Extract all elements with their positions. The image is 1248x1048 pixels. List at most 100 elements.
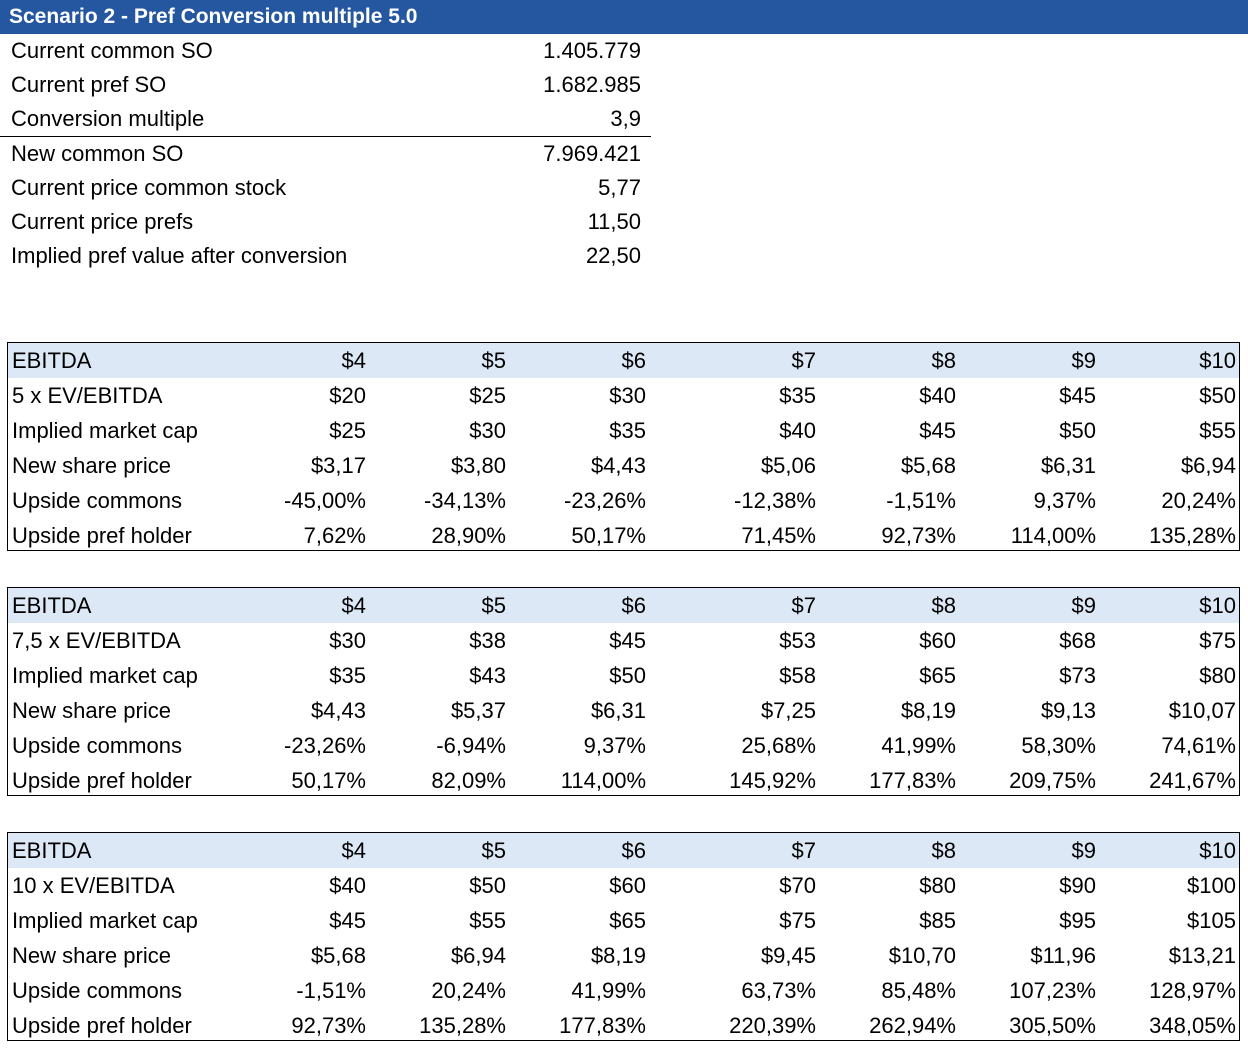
table-row[interactable]: 10 x EV/EBITDA $40 $50 $60 $70 $80 $90 $100 [8,868,1239,903]
table-cell: $6 [621,348,646,373]
table-cell: $53 [779,628,816,653]
row-label: 10 x EV/EBITDA [12,873,175,898]
summary-label: Current price prefs [11,209,194,234]
summary-row[interactable]: Conversion multiple 3,9 [0,102,651,137]
table-cell: 128,97% [1149,978,1236,1003]
table-cell: $7 [791,348,816,373]
row-label: Upside commons [12,978,182,1003]
table-cell: 9,37% [1033,488,1096,513]
table-cell: 63,73% [741,978,816,1003]
table-row[interactable]: Implied market cap $25 $30 $35 $40 $45 $50 $55 [8,413,1239,448]
table-cell: $50 [1199,383,1236,408]
summary-value: 5,77 [598,175,641,200]
table-cell: $40 [779,418,816,443]
table-cell: 71,45% [741,523,816,548]
table-cell: 20,24% [1161,488,1236,513]
table-header-row[interactable]: EBITDA $4 $5 $6 $7 $8 $9 $10 [8,588,1239,623]
summary-row[interactable]: Current pref SO 1.682.985 [0,68,651,102]
table-row[interactable]: 5 x EV/EBITDA $20 $25 $30 $35 $40 $45 $50 [8,378,1239,413]
table-row[interactable]: Upside pref holder 92,73% 135,28% 177,83% 22… [8,1008,1239,1043]
table-cell: $8 [931,593,956,618]
table-cell: 9,37% [583,733,646,758]
summary-row[interactable]: New common SO 7.969.421 [0,137,651,171]
table-cell: $8,19 [590,943,646,968]
table-row[interactable]: Upside pref holder 7,62% 28,90% 50,17% 71,45… [8,518,1239,553]
table-cell: $100 [1187,873,1236,898]
table-header-row[interactable]: EBITDA $4 $5 $6 $7 $8 $9 $10 [8,343,1239,378]
table-cell: $8 [931,348,956,373]
table-cell: -1,51% [886,488,956,513]
table-cell: $4 [341,348,366,373]
table-cell: $11,96 [1030,943,1096,968]
table-cell: $13,21 [1168,943,1236,968]
table-cell: $6 [621,838,646,863]
table-cell: $68 [1059,628,1096,653]
summary-label: Current price common stock [11,175,287,200]
table-cell: $50 [469,873,506,898]
table-cell: 82,09% [431,768,506,793]
table-row[interactable]: Upside commons -1,51% 20,24% 41,99% 63,73% 85… [8,973,1239,1008]
table-cell: $5,68 [900,453,956,478]
row-label: Upside pref holder [12,523,192,548]
table-cell: 7,62% [303,523,366,548]
table-header-row[interactable]: EBITDA $4 $5 $6 $7 $8 $9 $10 [8,833,1239,868]
table-row[interactable]: 7,5 x EV/EBITDA $30 $38 $45 $53 $60 $68 $75 [8,623,1239,658]
table-row[interactable]: Upside pref holder 50,17% 82,09% 114,00% 145… [8,763,1239,798]
summary-label: Implied pref value after conversion [11,243,348,268]
table-cell: 25,68% [741,733,816,758]
table-cell: 85,48% [881,978,956,1003]
summary-row[interactable]: Implied pref value after conversion 22,5… [0,239,651,273]
table-cell: $95 [1059,908,1096,933]
summary-value: 1.405.779 [543,38,641,63]
table-cell: $10,07 [1168,698,1236,723]
table-cell: $45 [609,628,646,653]
table-cell: $4 [341,838,366,863]
summary-row[interactable]: Current common SO 1.405.779 [0,34,651,68]
scenario-table-3: EBITDA $4 $5 $6 $7 $8 $9 $10 10 x EV/EBITDA $40 $5… [7,832,1240,1041]
table-cell: $6 [621,593,646,618]
row-label: Implied market cap [12,663,198,688]
table-cell: 50,17% [571,523,646,548]
table-cell: $6,31 [590,698,646,723]
row-label: EBITDA [12,348,92,373]
table-row[interactable]: New share price $3,17 $3,80 $4,43 $5,06 $5,68… [8,448,1239,483]
summary-value: 3,9 [610,106,641,131]
table-row[interactable]: Upside commons -45,00% -34,13% -23,26% -12,3… [8,483,1239,518]
table-cell: 145,92% [729,768,816,793]
table-row[interactable]: New share price $5,68 $6,94 $8,19 $9,45 $10,7… [8,938,1239,973]
table-cell: $10 [1199,348,1236,373]
table-cell: -45,00% [284,488,366,513]
table-cell: $9,45 [760,943,816,968]
row-label: Upside pref holder [12,768,192,793]
table-row[interactable]: Implied market cap $45 $55 $65 $75 $85 $95 $105 [8,903,1239,938]
table-cell: $70 [779,873,816,898]
summary-row[interactable]: Current price common stock 5,77 [0,171,651,205]
table-cell: 92,73% [881,523,956,548]
table-cell: $38 [469,628,506,653]
summary-label: Current common SO [11,38,213,63]
table-cell: 114,00% [1010,523,1096,548]
table-cell: $5 [481,593,506,618]
table-cell: $45 [329,908,366,933]
table-cell: $9 [1071,348,1096,373]
table-cell: $9,13 [1040,698,1096,723]
summary-label: Current pref SO [11,72,167,97]
table-row[interactable]: Implied market cap $35 $43 $50 $58 $65 $73 $80 [8,658,1239,693]
sheet-title: Scenario 2 - Pref Conversion multiple 5.… [0,0,1248,34]
table-row[interactable]: New share price $4,43 $5,37 $6,31 $7,25 $8,19… [8,693,1239,728]
table-cell: 107,23% [1009,978,1096,1003]
table-cell: $40 [329,873,366,898]
table-cell: $9 [1071,838,1096,863]
table-cell: $8 [931,838,956,863]
table-cell: -6,94% [436,733,506,758]
table-cell: $60 [919,628,956,653]
summary-row[interactable]: Current price prefs 11,50 [0,205,651,239]
table-cell: $10 [1199,593,1236,618]
table-row[interactable]: Upside commons -23,26% -6,94% 9,37% 25,68% 41… [8,728,1239,763]
table-cell: $4,43 [590,453,646,478]
table-cell: $7 [791,593,816,618]
summary-value: 22,50 [585,243,641,268]
table-cell: $30 [609,383,646,408]
table-cell: 41,99% [571,978,646,1003]
table-cell: $10 [1199,838,1236,863]
